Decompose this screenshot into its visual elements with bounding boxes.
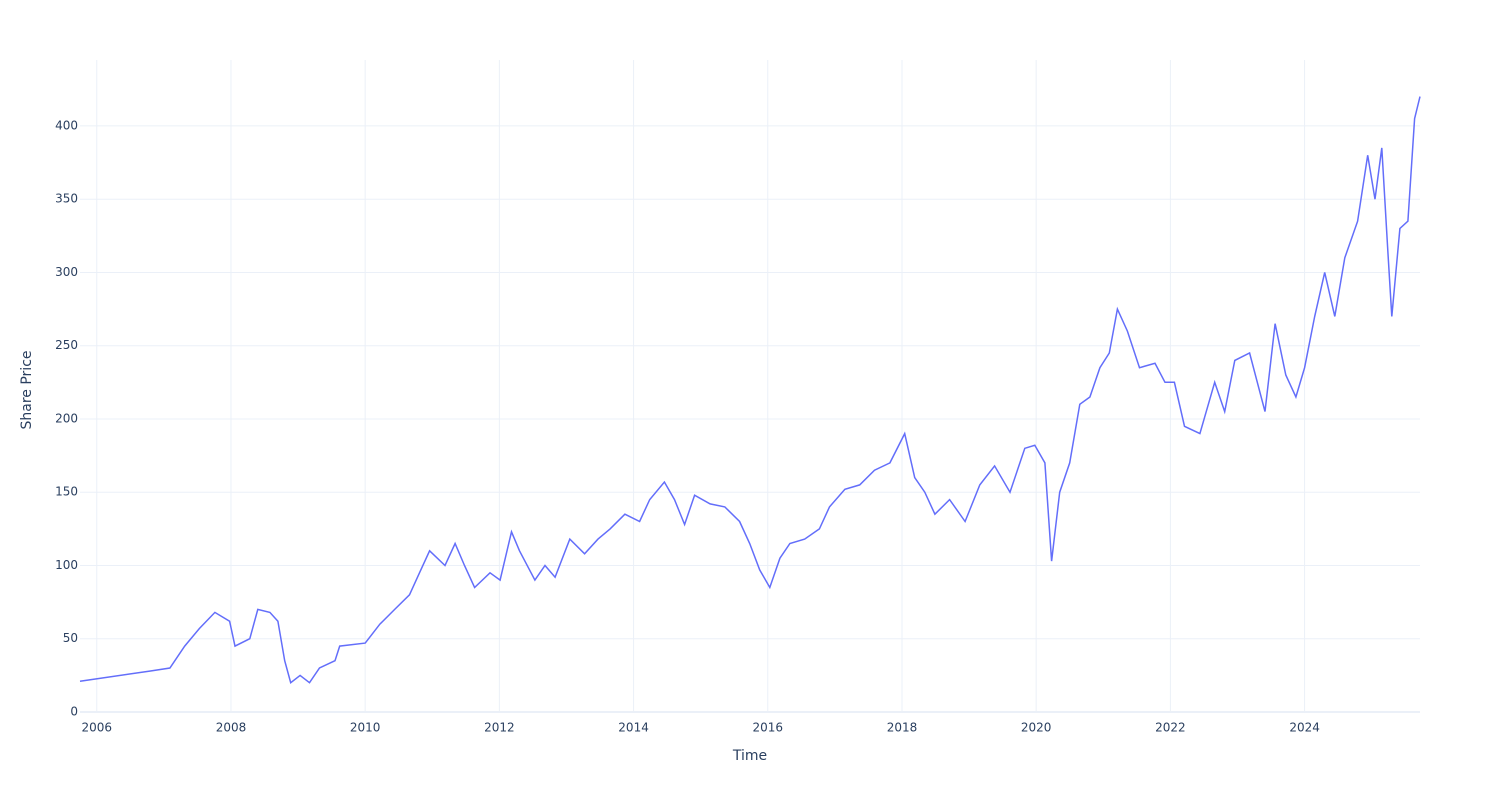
- x-axis-title: Time: [732, 748, 767, 764]
- x-tick-label: 2020: [1021, 721, 1052, 735]
- y-tick-label: 400: [55, 118, 78, 132]
- y-tick-label: 250: [55, 338, 78, 352]
- x-tick-label: 2012: [484, 721, 515, 735]
- x-tick-label: 2022: [1155, 721, 1186, 735]
- x-tick-label: 2006: [82, 721, 113, 735]
- y-tick-label: 0: [70, 705, 78, 719]
- y-tick-label: 350: [55, 192, 78, 206]
- x-tick-label: 2016: [753, 721, 784, 735]
- y-tick-label: 200: [55, 411, 78, 425]
- x-tick-label: 2008: [216, 721, 247, 735]
- x-tick-label: 2010: [350, 721, 381, 735]
- price-line: [79, 96, 1421, 684]
- y-axis-title: Share Price: [19, 350, 35, 429]
- y-tick-label: 300: [55, 265, 78, 279]
- x-tick-label: 2024: [1289, 721, 1320, 735]
- x-tick-label: 2014: [618, 721, 649, 735]
- x-tick-label: 2018: [887, 721, 918, 735]
- y-tick-label: 50: [63, 631, 78, 645]
- y-tick-label: 100: [55, 558, 78, 572]
- y-tick-label: 150: [55, 485, 78, 499]
